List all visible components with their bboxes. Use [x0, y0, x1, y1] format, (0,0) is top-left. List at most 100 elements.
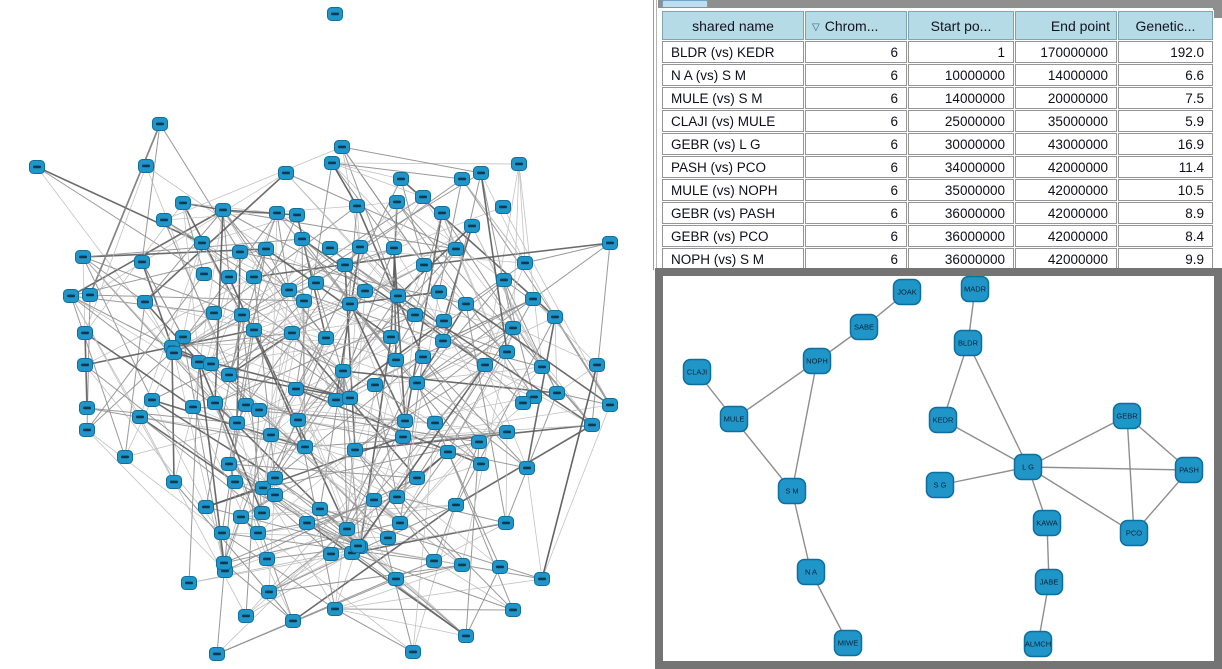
network-node[interactable]: [246, 270, 262, 284]
table-cell[interactable]: PASH (vs) PCO: [662, 156, 804, 178]
network-node-bldr[interactable]: BLDR: [953, 329, 983, 357]
network-node[interactable]: [288, 382, 304, 396]
table-cell[interactable]: 35000000: [908, 179, 1014, 201]
network-node[interactable]: [350, 539, 366, 553]
hairball-network-canvas[interactable]: [0, 0, 650, 669]
network-node[interactable]: [534, 360, 550, 374]
network-node[interactable]: [473, 166, 489, 180]
network-node[interactable]: [221, 270, 237, 284]
network-node[interactable]: [251, 403, 267, 417]
node-shape[interactable]: [1013, 453, 1043, 481]
network-node[interactable]: [82, 288, 98, 302]
table-cell[interactable]: 36000000: [908, 225, 1014, 247]
network-node[interactable]: [137, 295, 153, 309]
network-node[interactable]: [166, 346, 182, 360]
table-cell[interactable]: 6: [805, 156, 907, 178]
table-cell[interactable]: 35000000: [1015, 110, 1117, 132]
table-cell[interactable]: N A (vs) S M: [662, 64, 804, 86]
table-cell[interactable]: 25000000: [908, 110, 1014, 132]
table-cell[interactable]: 42000000: [1015, 248, 1117, 270]
node-shape[interactable]: [796, 558, 826, 586]
network-node-kedr[interactable]: KEDR: [928, 406, 958, 434]
network-node[interactable]: [339, 522, 355, 536]
network-node[interactable]: [312, 502, 328, 516]
network-node[interactable]: [166, 475, 182, 489]
network-node[interactable]: [448, 498, 464, 512]
network-node-sabe[interactable]: SABE: [849, 313, 879, 341]
table-row[interactable]: NOPH (vs) S M 6 36000000 42000000 9.9: [662, 248, 1213, 270]
network-node[interactable]: [388, 353, 404, 367]
table-cell[interactable]: 43000000: [1015, 133, 1117, 155]
network-node[interactable]: [185, 400, 201, 414]
table-cell[interactable]: MULE (vs) NOPH: [662, 179, 804, 201]
node-shape[interactable]: [953, 329, 983, 357]
network-node[interactable]: [464, 219, 480, 233]
table-cell[interactable]: 10.5: [1118, 179, 1213, 201]
table-cell[interactable]: 170000000: [1015, 41, 1117, 63]
column-header-genetic[interactable]: Genetic...: [1118, 11, 1213, 40]
network-node-s-m[interactable]: S M: [777, 477, 807, 505]
network-node[interactable]: [289, 208, 305, 222]
network-node[interactable]: [294, 232, 310, 246]
table-cell[interactable]: GEBR (vs) PCO: [662, 225, 804, 247]
network-node-s-g[interactable]: S G: [925, 471, 955, 499]
network-node[interactable]: [238, 609, 254, 623]
node-shape[interactable]: [682, 358, 712, 386]
network-node[interactable]: [261, 585, 277, 599]
network-node[interactable]: [322, 241, 338, 255]
network-node[interactable]: [390, 289, 406, 303]
network-node[interactable]: [342, 391, 358, 405]
network-node[interactable]: [296, 294, 312, 308]
table-cell[interactable]: 14000000: [1015, 64, 1117, 86]
network-node[interactable]: [327, 7, 343, 21]
network-node[interactable]: [259, 552, 275, 566]
table-row[interactable]: BLDR (vs) KEDR 6 1 170000000 192.0: [662, 41, 1213, 63]
network-node[interactable]: [496, 273, 512, 287]
network-node[interactable]: [435, 334, 451, 348]
table-row[interactable]: CLAJI (vs) MULE 6 25000000 35000000 5.9: [662, 110, 1213, 132]
table-cell[interactable]: 192.0: [1118, 41, 1213, 63]
network-node[interactable]: [156, 213, 172, 227]
network-node[interactable]: [415, 350, 431, 364]
table-row[interactable]: GEBR (vs) PCO 6 36000000 42000000 8.4: [662, 225, 1213, 247]
network-node[interactable]: [152, 117, 168, 131]
network-node[interactable]: [227, 475, 243, 489]
network-node[interactable]: [290, 413, 306, 427]
network-node[interactable]: [431, 285, 447, 299]
network-node-madr[interactable]: MADR: [960, 276, 990, 303]
network-node[interactable]: [278, 166, 294, 180]
table-row[interactable]: MULE (vs) NOPH 6 35000000 42000000 10.5: [662, 179, 1213, 201]
network-node[interactable]: [209, 647, 225, 661]
table-cell[interactable]: 42000000: [1015, 156, 1117, 178]
network-node[interactable]: [547, 310, 563, 324]
network-node-kawa[interactable]: KAWA: [1032, 509, 1062, 537]
network-node[interactable]: [498, 516, 514, 530]
node-shape[interactable]: [1032, 509, 1062, 537]
table-cell[interactable]: 5.9: [1118, 110, 1213, 132]
network-node[interactable]: [458, 297, 474, 311]
network-node[interactable]: [299, 516, 315, 530]
network-node[interactable]: [499, 345, 515, 359]
network-node[interactable]: [221, 457, 237, 471]
node-shape[interactable]: [925, 471, 955, 499]
network-node[interactable]: [495, 200, 511, 214]
network-node[interactable]: [389, 195, 405, 209]
network-node[interactable]: [221, 368, 237, 382]
network-node[interactable]: [448, 242, 464, 256]
network-node[interactable]: [409, 376, 425, 390]
table-cell[interactable]: CLAJI (vs) MULE: [662, 110, 804, 132]
network-node[interactable]: [334, 140, 350, 154]
network-node[interactable]: [327, 602, 343, 616]
table-cell[interactable]: 16.9: [1118, 133, 1213, 155]
network-node[interactable]: [318, 331, 334, 345]
column-header-chrom[interactable]: ▽ Chrom...: [805, 11, 907, 40]
network-node[interactable]: [258, 242, 274, 256]
network-node[interactable]: [409, 471, 425, 485]
network-node[interactable]: [492, 560, 508, 574]
network-node[interactable]: [29, 160, 45, 174]
network-node[interactable]: [175, 196, 191, 210]
table-cell[interactable]: BLDR (vs) KEDR: [662, 41, 804, 63]
subnetwork-canvas[interactable]: JOAK MADR SABE BLDR NOPH CLAJI MULE KEDR GEBR L G…: [663, 276, 1214, 661]
network-node[interactable]: [407, 308, 423, 322]
column-header-shared-name[interactable]: shared name: [662, 11, 804, 40]
